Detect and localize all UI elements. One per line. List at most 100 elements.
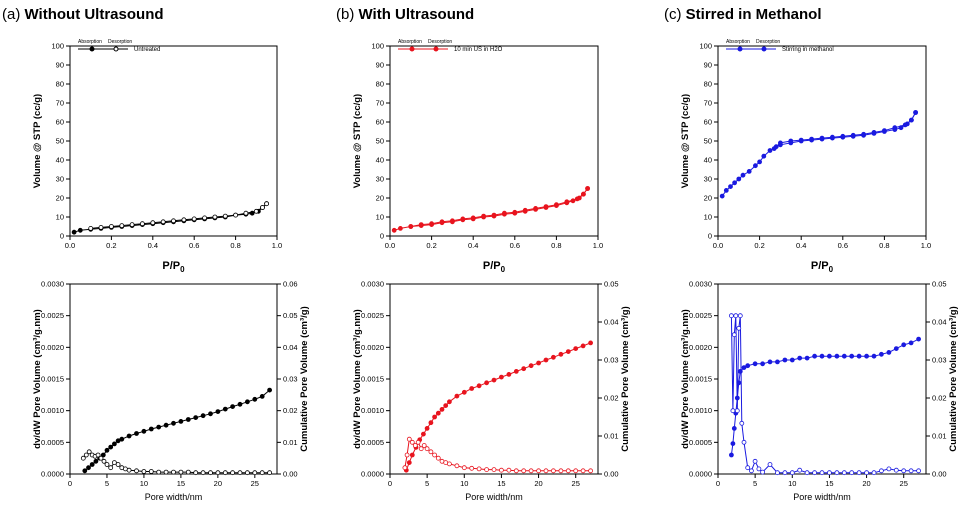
x-tick-label: 0 [716,479,720,488]
data-point [439,219,445,225]
x-tick-label: 20 [862,479,870,488]
y-tick-label: 40 [376,156,384,165]
data-point [260,205,265,210]
x-tick-label: 0 [68,479,72,488]
data-point [797,355,803,361]
data-point [134,431,139,436]
series-line [730,315,919,474]
y-tick-label: 40 [704,156,712,165]
data-point [871,129,877,135]
data-point [126,467,132,473]
x-tick-label: 0.2 [106,241,116,250]
data-point [916,468,921,474]
data-point [893,467,899,473]
legend-header-desorption: Desorption [756,39,780,45]
data-point [841,353,847,359]
data-point [740,172,746,178]
data-point [849,353,855,359]
data-point [150,220,156,226]
series-line [394,188,589,231]
data-point [782,357,788,363]
y-tick-label: 0.0020 [689,343,712,352]
data-point [804,470,810,476]
panel-tag-a: (a) [2,6,21,23]
data-point [498,467,504,473]
data-point [88,225,94,231]
data-point [424,446,430,452]
y-tick-label: 30 [56,175,64,184]
data-point [408,224,414,229]
data-point [412,443,418,448]
data-point [100,452,106,458]
y-tick-label: 0.0025 [41,311,64,320]
data-point [119,436,125,442]
data-point [585,186,590,191]
y-tick-label: 90 [376,61,384,70]
data-point [253,208,259,214]
data-point [178,469,184,475]
data-point [461,389,467,395]
data-point [252,470,258,476]
data-point [767,148,773,153]
x-tick-label: 0.8 [230,241,240,250]
x-tick-label: 0.6 [510,241,520,250]
data-point [115,462,121,467]
data-point [200,470,206,476]
data-point [208,411,213,417]
y-tick-label: 0 [708,232,712,241]
y-axis-label: Volume @ STP (cc/g) [680,94,691,188]
data-point [460,216,466,222]
x-tick-label: 1.0 [272,241,282,250]
data-point [834,353,840,359]
y-tick-label: 0.0000 [361,470,384,479]
x-tick-label: 10 [460,479,468,488]
data-point [95,452,101,458]
chart-b-isotherm: 0.0 0.2 0.4 0.6 0.8 1.0 0 10 20 30 40 50 60 70 80 90 100… [352,39,603,274]
series-line [405,342,591,471]
x-axis-label-subscript: 0 [180,265,185,274]
data-point [126,433,132,439]
y-tick-label: 0.0025 [689,311,712,320]
data-point [775,470,780,476]
legend-label: 10 min US in H2O [454,47,503,53]
data-point [200,413,206,419]
data-point [757,159,762,165]
data-point [513,368,519,374]
data-point [731,332,737,338]
legend-header-adsorption: Absorption [78,39,102,45]
panel-tag-b: (b) [336,6,355,23]
data-point [454,393,460,399]
data-point [789,357,795,363]
data-point [819,353,825,359]
data-point [543,357,549,363]
data-point [108,465,114,471]
chart-b-pore: 0 5 10 15 20 25 0.0000 0.0005 0.0010 0.0015 0.0020… [352,280,631,503]
y-tick-label: 70 [376,99,384,108]
data-point [230,404,236,410]
y-tick-label: 70 [56,99,64,108]
data-point [222,406,228,412]
data-point [93,458,99,464]
x-tick-label: 0.0 [713,241,723,250]
data-point [574,196,580,202]
y2-tick-label: 0.03 [604,356,619,365]
y-tick-label: 80 [56,80,64,89]
x-tick-label: 0.0 [385,241,395,250]
data-point [736,325,742,331]
y-tick-label: 0.0015 [361,375,384,384]
y-tick-label: 0.0030 [41,280,64,289]
y-axis-label: dv/dW Pore Volume (cm³/g.nm) [352,309,363,449]
data-point [491,467,497,473]
y2-tick-label: 0.05 [932,280,947,289]
data-point [573,468,579,474]
y2-tick-label: 0.05 [604,280,619,289]
data-point [449,218,455,224]
data-point [193,470,199,476]
data-point [222,470,228,476]
data-point [886,349,892,355]
y-tick-label: 100 [371,42,384,51]
data-point [543,204,549,210]
data-point [752,361,758,367]
data-point [761,153,767,159]
y-tick-label: 0 [380,232,384,241]
